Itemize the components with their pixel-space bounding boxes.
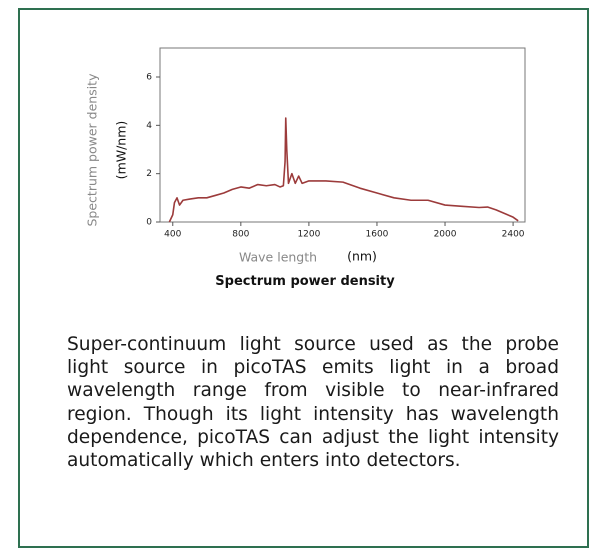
x-tick-label: 1600 [366,230,389,240]
x-axis-label: Wave length [239,250,317,265]
description: Super-continuum light source used as the… [67,334,559,472]
y-tick-label: 2 [146,169,152,179]
figure-caption: Spectrum power density [215,274,395,289]
x-tick-label: 2400 [502,230,525,240]
chart: Spectrum power density (mW/nm) Wave leng… [85,47,526,265]
x-tick-label: 1200 [297,230,320,240]
y-tick-label: 4 [146,121,152,131]
y-tick-label: 0 [146,218,152,228]
page: {"chart_data": {"type": "line", "y_label… [18,8,589,548]
plot-frame [159,47,526,223]
x-axis-unit: (nm) [347,249,377,264]
y-tick-label: 6 [146,73,152,83]
x-tick-label: 800 [232,230,249,240]
x-tick-label: 2000 [434,230,457,240]
spectrum-line [168,117,519,223]
y-axis-label: Spectrum power density [85,73,100,227]
y-axis-unit: (mW/nm) [114,121,129,180]
x-tick-label: 400 [164,230,181,240]
